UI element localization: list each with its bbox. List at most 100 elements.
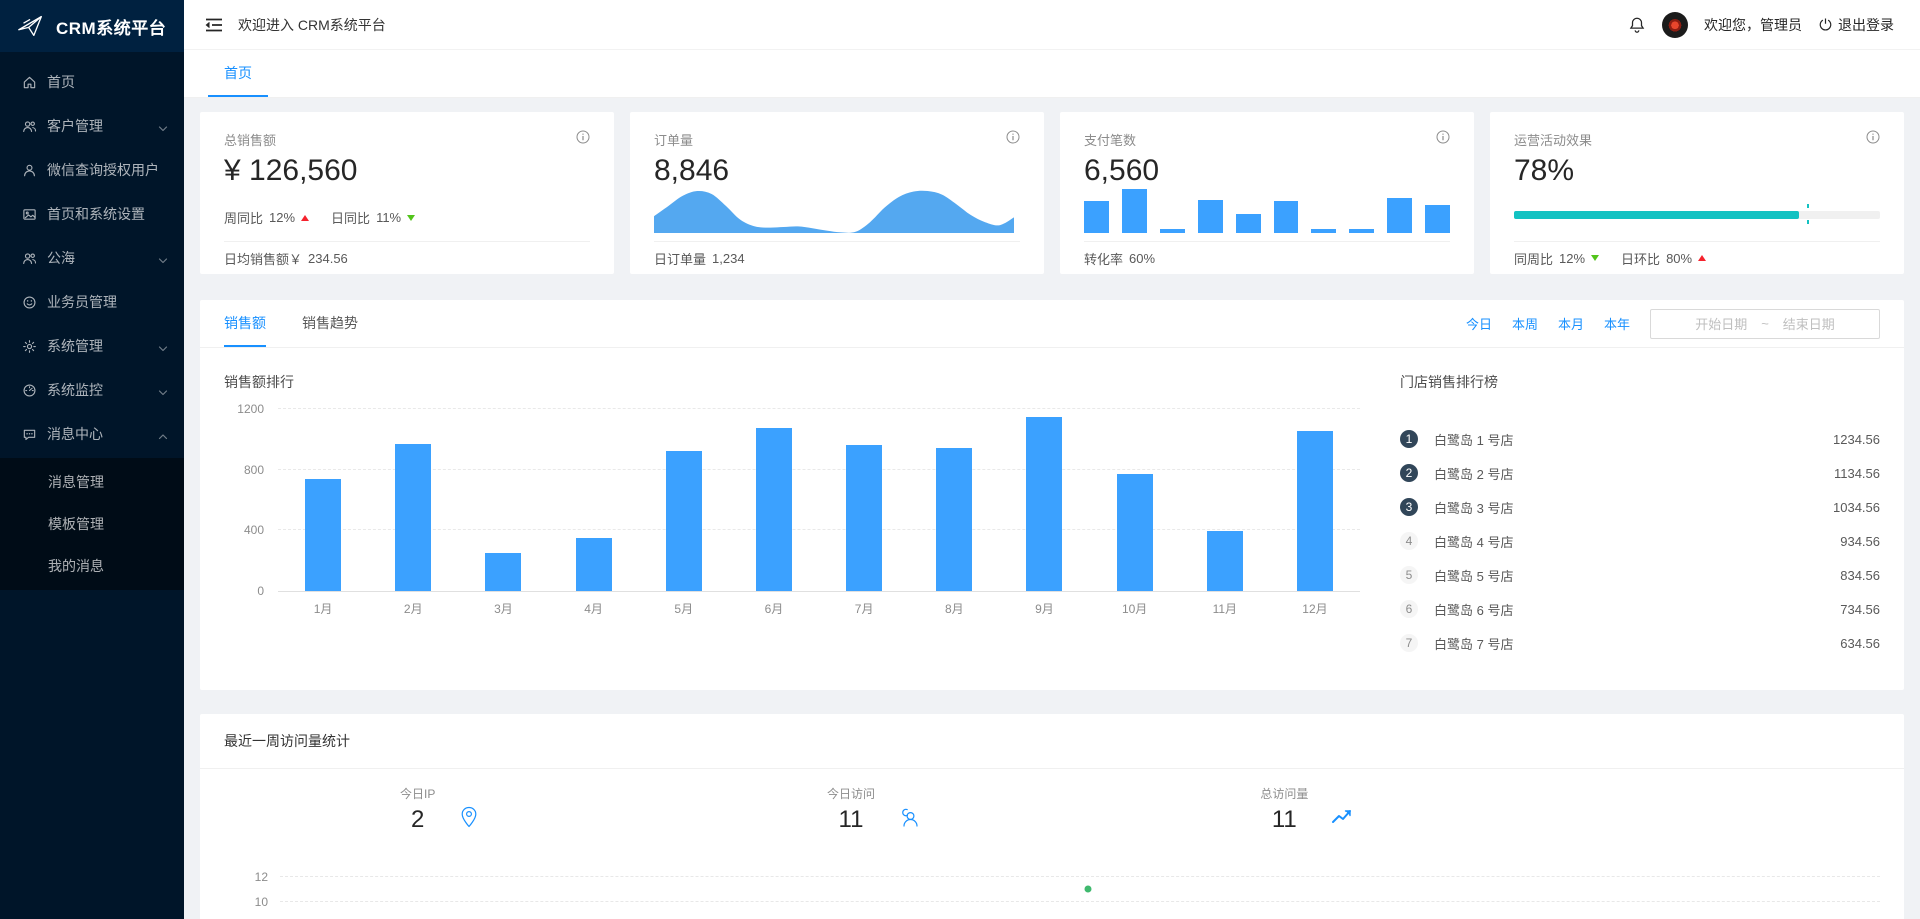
main-area: 欢迎进入 CRM系统平台 欢迎您，管理员 退出登录 首页 (184, 0, 1920, 919)
ranking-row: 3 白鹭岛 3 号店 1034.56 (1400, 490, 1880, 524)
dashboard-icon (22, 383, 37, 398)
sales-filters: 今日 本周 本月 本年 开始日期 ~ 结束日期 (1466, 300, 1880, 347)
chevron-down-icon (158, 253, 168, 264)
sidebar-item-label: 公海 (47, 250, 75, 266)
notification-bell-icon[interactable] (1628, 16, 1646, 34)
date-range-picker[interactable]: 开始日期 ~ 结束日期 (1650, 308, 1880, 339)
visit-stat-总访问量: 总访问量 11 (1091, 785, 1524, 834)
sidebar: CRM系统平台 首页客户管理微信查询授权用户 首页和系统设置 公海业务员管理系统管理… (0, 0, 184, 919)
filter-本月[interactable]: 本月 (1557, 317, 1584, 332)
sidebar-subitem-消息管理[interactable]: 消息管理 (48, 474, 104, 490)
filter-今日[interactable]: 今日 (1465, 317, 1492, 332)
sidebar-item-首页和系统设置[interactable]: 首页和系统设置 (0, 194, 184, 234)
x-axis-label: 1月 (313, 602, 333, 616)
stat-title: 运营活动效果 (1514, 133, 1593, 148)
filter-本周[interactable]: 本周 (1511, 317, 1538, 332)
sidebar-subitem-我的消息[interactable]: 我的消息 (48, 558, 104, 574)
logout-button[interactable]: 退出登录 (1818, 15, 1894, 35)
bar-chart-x-labels: 1月 2月 3月 4月 5月 6月 7月 8月 9月 10月 11月 12月 (278, 600, 1360, 617)
rank-badge: 4 (1400, 532, 1418, 550)
visit-stat-value: 2 (410, 806, 425, 833)
sidebar-subitem-模板管理[interactable]: 模板管理 (48, 516, 104, 532)
welcome-text: 欢迎进入 CRM系统平台 (238, 16, 386, 33)
sidebar-item-首页[interactable]: 首页 (0, 62, 184, 102)
bar-7月 (846, 445, 883, 591)
stat-title: 支付笔数 (1084, 133, 1137, 148)
info-icon[interactable] (576, 130, 590, 144)
mini-bar (1121, 189, 1147, 234)
caret-down-icon (1591, 255, 1600, 262)
sidebar-item-客户管理[interactable]: 客户管理 (0, 106, 184, 146)
start-date-placeholder: 开始日期 (1695, 317, 1748, 332)
store-sales-value: 1034.56 (1833, 499, 1880, 515)
bar-slot (819, 445, 909, 591)
user-avatar[interactable] (1662, 11, 1688, 38)
info-icon[interactable] (1436, 130, 1450, 144)
ranking-row: 7 白鹭岛 7 号店 634.56 (1400, 626, 1880, 660)
divider (654, 241, 1020, 243)
location-pin-icon (457, 805, 481, 829)
chevron-down-icon (158, 341, 168, 352)
user-icon (22, 163, 37, 178)
stat-title: 总销售额 (224, 133, 277, 148)
poweroff-icon (1819, 18, 1832, 31)
sales-tab-销售趋势[interactable]: 销售趋势 (302, 314, 358, 331)
stat-footer: 日均销售额￥ 234.56 (224, 250, 348, 267)
bar-9月 (1026, 417, 1063, 591)
sidebar-item-label: 首页 (47, 74, 75, 90)
stat-footer: 同周比 12% 日环比 80% (1514, 242, 1880, 274)
bar-slot (1270, 431, 1360, 591)
smile-icon (22, 295, 37, 310)
sidebar-item-label: 首页和系统设置 (47, 206, 145, 222)
visits-panel-title: 最近一周访问量统计 (200, 714, 1904, 769)
visit-stat-今日访问: 今日访问 11 (657, 785, 1090, 834)
sidebar-item-label: 消息中心 (47, 426, 103, 442)
end-date-placeholder: 结束日期 (1782, 317, 1835, 332)
mini-bar (1159, 229, 1185, 234)
gridline: 800 (244, 463, 1360, 477)
gear-icon (22, 339, 37, 354)
date-separator: ~ (1761, 316, 1769, 331)
bar-slot (909, 447, 999, 591)
app-logo[interactable]: CRM系统平台 (0, 0, 184, 52)
stat-card-activity: 运营活动效果 78% 同周比 12% (1490, 112, 1904, 274)
bar-2月 (395, 443, 432, 591)
store-name: 白鹭岛 4 号店 (1434, 534, 1514, 550)
bar-slot (1090, 474, 1180, 591)
sidebar-item-label: 微信查询授权用户 (47, 162, 159, 178)
data-point-dot (1084, 885, 1092, 892)
ranking-title: 门店销售排行榜 (1400, 374, 1498, 390)
user-greeting[interactable]: 欢迎您，管理员 (1704, 16, 1802, 33)
ranking-row: 6 白鹭岛 6 号店 734.56 (1400, 592, 1880, 626)
bar-slot (278, 478, 368, 591)
visit-stat-label: 今日IP (399, 787, 436, 801)
sales-panel: 销售额 销售趋势 今日 本周 本月 本年 开始日期 ~ 结束日期 销售额排行 0 400 8… (200, 300, 1904, 690)
sidebar-item-微信查询授权用户[interactable]: 微信查询授权用户 (0, 150, 184, 190)
x-axis-label: 6月 (764, 602, 784, 616)
sidebar-item-系统监控[interactable]: 系统监控 (0, 370, 184, 410)
sidebar-menu: 首页客户管理微信查询授权用户 首页和系统设置 公海业务员管理系统管理系统监控消息中心… (0, 52, 184, 590)
store-sales-value: 1134.56 (1833, 465, 1880, 481)
sidebar-item-label: 系统管理 (47, 338, 103, 354)
mini-bar (1311, 229, 1337, 234)
weekly-visits-line-chart: 12108 (255, 862, 1880, 919)
filter-本年[interactable]: 本年 (1603, 317, 1630, 332)
info-icon[interactable] (1006, 130, 1020, 144)
info-icon[interactable] (1866, 130, 1880, 144)
menu-fold-icon[interactable] (204, 15, 224, 35)
app-title: CRM系统平台 (56, 18, 167, 38)
rank-badge: 5 (1400, 566, 1418, 584)
sidebar-item-消息中心[interactable]: 消息中心 (0, 414, 184, 454)
sales-tab-销售额[interactable]: 销售额 (224, 300, 266, 347)
y-axis-label: 800 (243, 462, 264, 477)
bar-3月 (485, 553, 522, 591)
sidebar-item-业务员管理[interactable]: 业务员管理 (0, 282, 184, 322)
monthly-sales-bar-chart: 0 400 800 1200 (237, 402, 1360, 598)
divider (224, 241, 590, 243)
chevron-up-icon (158, 429, 168, 440)
sales-chart-title: 销售额排行 (224, 374, 294, 390)
sidebar-item-系统管理[interactable]: 系统管理 (0, 326, 184, 366)
chevron-down-icon (158, 121, 168, 132)
sidebar-item-公海[interactable]: 公海 (0, 238, 184, 278)
tab-home[interactable]: 首页 (208, 50, 268, 97)
